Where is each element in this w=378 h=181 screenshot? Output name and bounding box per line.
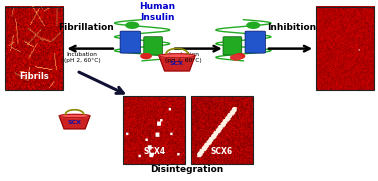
Text: Fibrils: Fibrils <box>19 72 49 81</box>
FancyBboxPatch shape <box>223 37 242 55</box>
Bar <box>123 96 185 164</box>
Text: Fibrillation: Fibrillation <box>58 23 114 32</box>
Bar <box>191 96 253 164</box>
Bar <box>5 7 63 90</box>
FancyBboxPatch shape <box>245 31 265 53</box>
FancyBboxPatch shape <box>144 37 163 55</box>
Text: SCX: SCX <box>68 120 82 125</box>
Circle shape <box>231 55 241 60</box>
FancyBboxPatch shape <box>120 31 141 53</box>
Circle shape <box>141 54 151 59</box>
Polygon shape <box>59 114 90 118</box>
Text: SCX4: SCX4 <box>143 147 165 155</box>
Circle shape <box>247 22 260 28</box>
Text: Disintegration: Disintegration <box>150 165 224 174</box>
Bar <box>316 7 374 90</box>
Text: Incubation
(pH 2, 60°C): Incubation (pH 2, 60°C) <box>64 52 101 63</box>
Text: Inhibition: Inhibition <box>268 23 317 32</box>
Polygon shape <box>59 116 90 129</box>
Polygon shape <box>159 54 195 58</box>
Text: Incubation
(pH 2, 60°C): Incubation (pH 2, 60°C) <box>165 52 202 63</box>
Text: SCX6: SCX6 <box>211 147 233 155</box>
Circle shape <box>126 22 139 28</box>
Text: Human
Insulin: Human Insulin <box>139 2 175 22</box>
Text: SCX: SCX <box>170 60 184 66</box>
Circle shape <box>234 54 245 59</box>
Polygon shape <box>159 56 195 71</box>
